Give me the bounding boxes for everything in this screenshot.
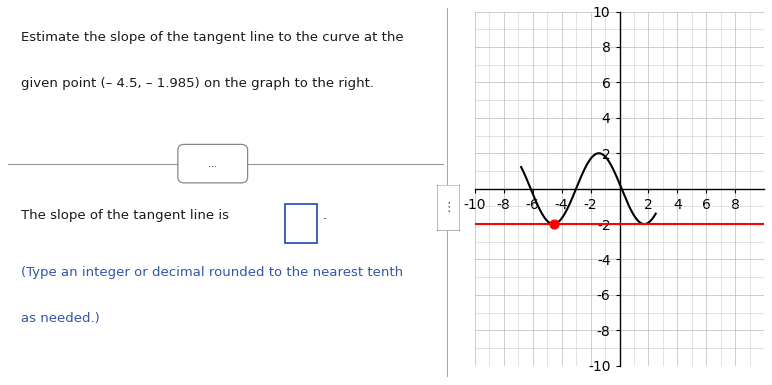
Text: The slope of the tangent line is: The slope of the tangent line is [21, 209, 229, 222]
Point [548, 221, 560, 227]
FancyBboxPatch shape [285, 204, 317, 243]
Text: given point (– 4.5, – 1.985) on the graph to the right.: given point (– 4.5, – 1.985) on the grap… [21, 77, 374, 90]
Text: ⋮: ⋮ [442, 201, 455, 214]
Text: (Type an integer or decimal rounded to the nearest tenth: (Type an integer or decimal rounded to t… [21, 266, 403, 279]
Text: .: . [323, 209, 327, 222]
FancyBboxPatch shape [178, 144, 248, 183]
Text: Estimate the slope of the tangent line to the curve at the: Estimate the slope of the tangent line t… [21, 31, 404, 44]
FancyBboxPatch shape [437, 185, 460, 231]
Text: ...: ... [208, 159, 217, 169]
Text: as needed.): as needed.) [21, 312, 100, 325]
